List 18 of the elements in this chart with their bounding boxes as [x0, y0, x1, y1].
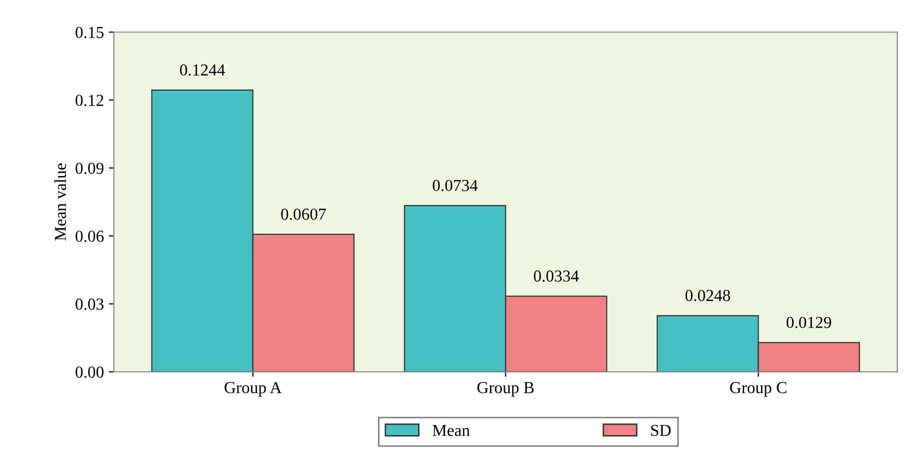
- data-label: 0.0607: [281, 208, 326, 220]
- y-tick-label: 0.06: [76, 230, 104, 242]
- y-axis-title: Mean value: [54, 163, 66, 241]
- data-label: 0.0248: [686, 290, 730, 302]
- data-label: 0.0734: [432, 180, 478, 192]
- x-tick-label: Group C: [730, 382, 786, 397]
- legend-label: SD: [651, 424, 671, 436]
- data-label: 0.0129: [786, 316, 832, 328]
- y-tick-label: 0.00: [76, 366, 104, 378]
- y-tick-label: 0.15: [76, 26, 104, 38]
- x-tick-label: Group B: [477, 382, 534, 397]
- x-tick-label: Group A: [224, 382, 282, 397]
- y-tick-label: 0.12: [76, 94, 104, 106]
- data-label: 0.0334: [534, 270, 579, 282]
- legend-label: Mean: [432, 424, 470, 436]
- y-tick-label: 0.03: [76, 298, 104, 310]
- y-tick-label: 0.09: [76, 162, 104, 174]
- data-label: 0.1244: [180, 64, 225, 76]
